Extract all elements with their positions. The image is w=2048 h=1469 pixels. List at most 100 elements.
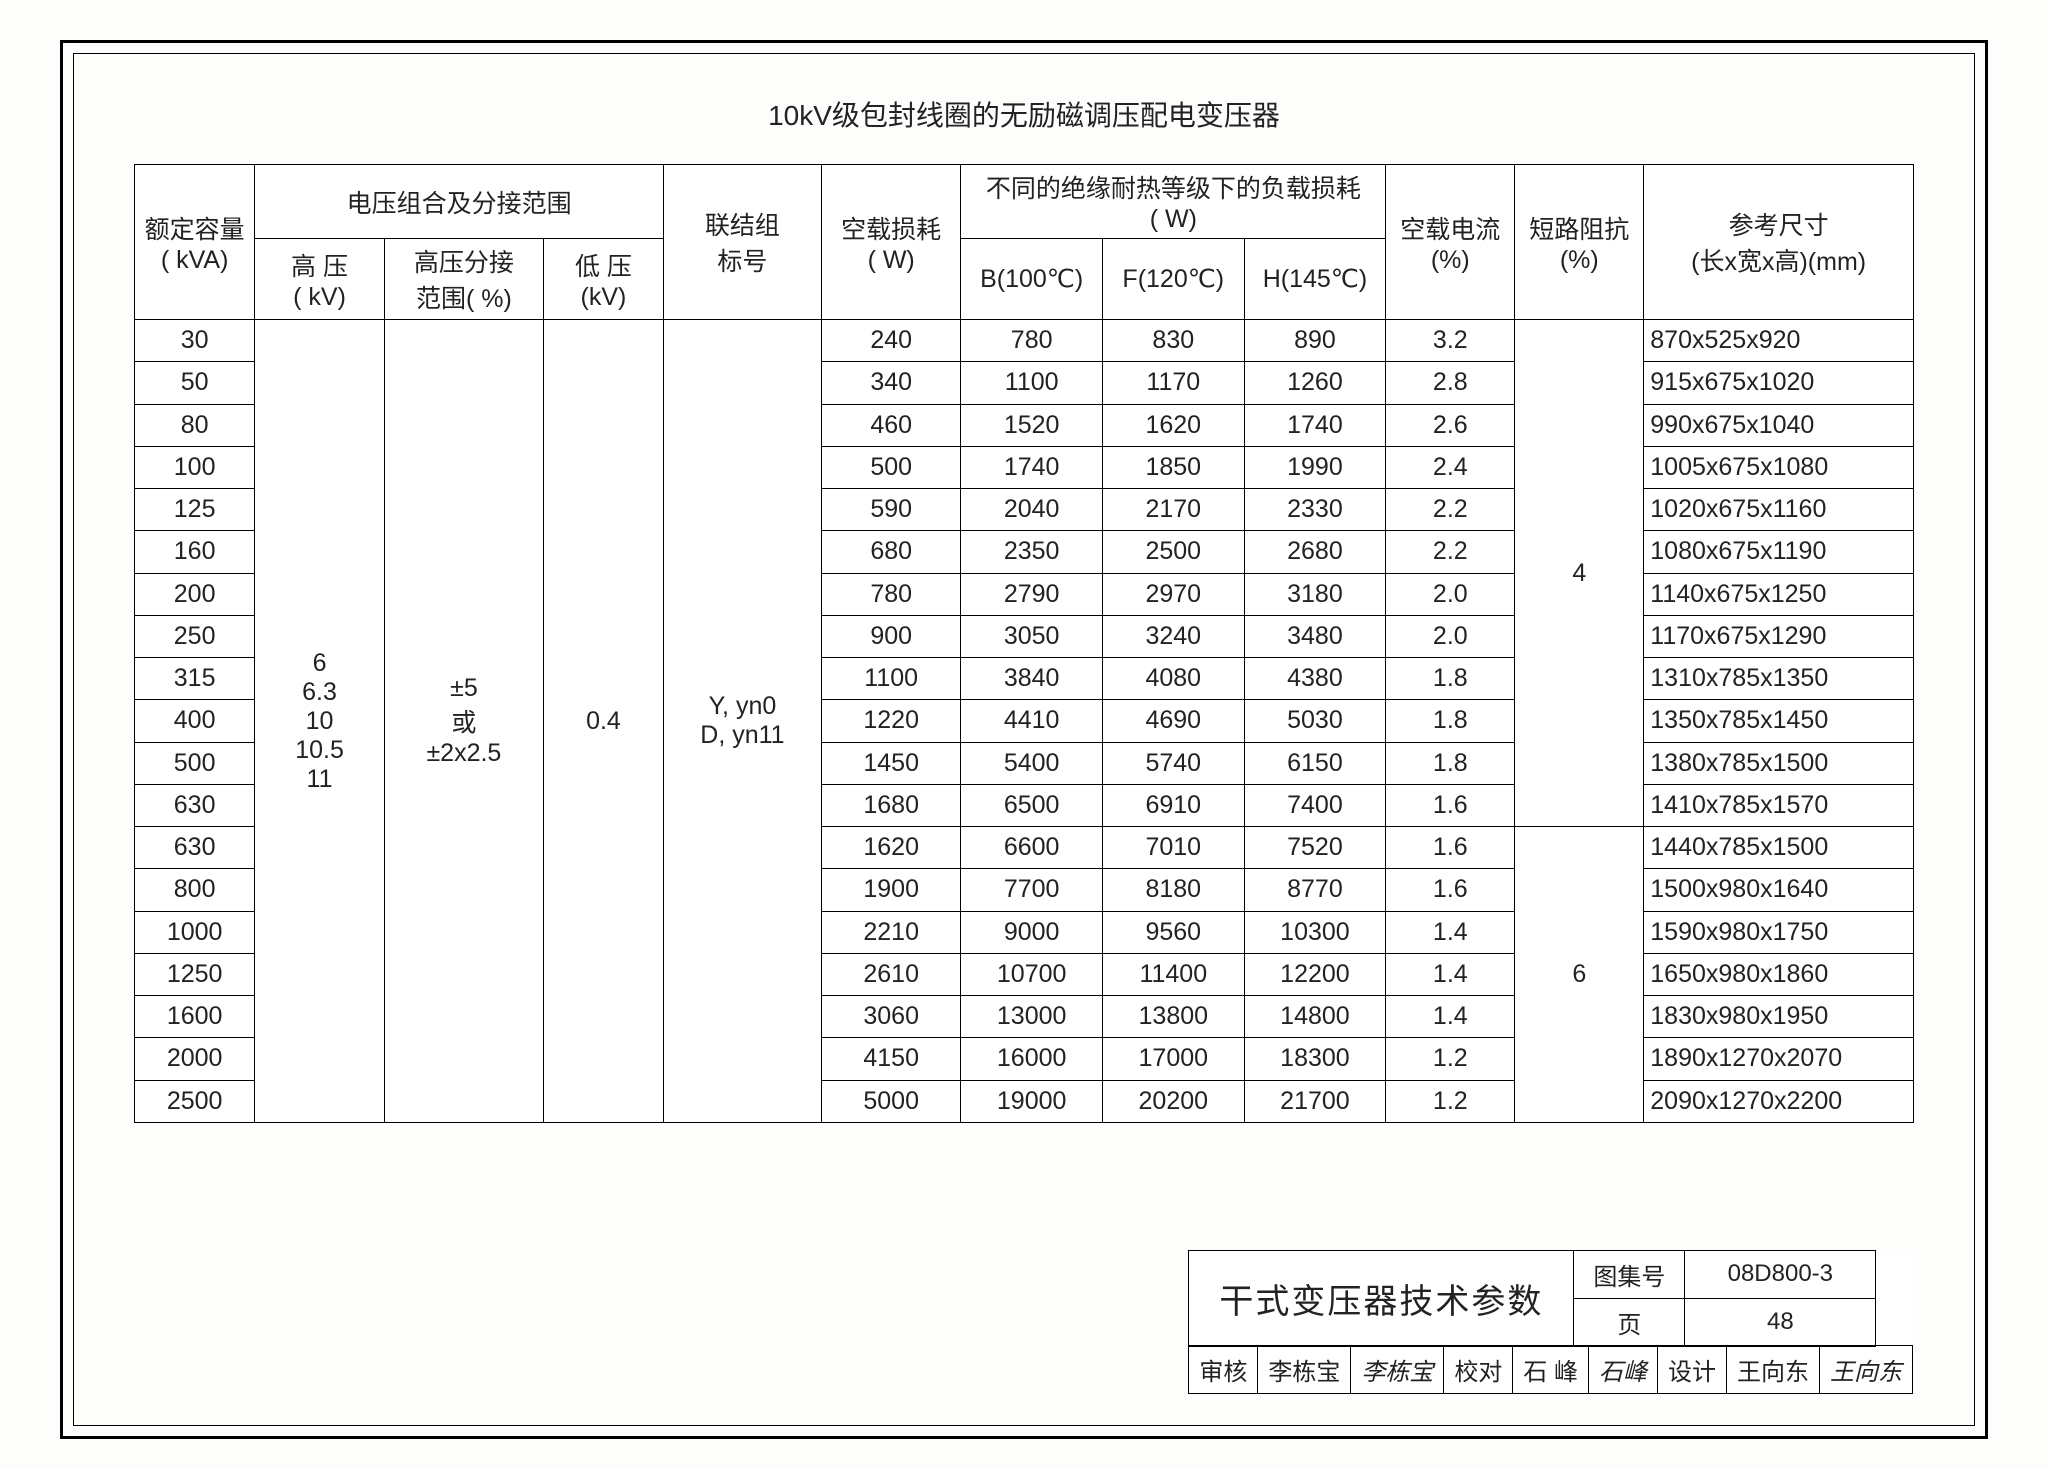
th-loadloss-group: 不同的绝缘耐热等级下的负载损耗( W): [961, 165, 1386, 239]
table-cell: 1500x980x1640: [1644, 869, 1914, 911]
th-kva: 额定容量( kVA): [135, 165, 255, 320]
table-cell: 1.8: [1386, 700, 1515, 742]
th-io: 空载电流(%): [1386, 165, 1515, 320]
th-conn: 联结组标号: [663, 165, 821, 320]
tb-page-label: 页: [1574, 1298, 1685, 1346]
table-cell: 1.6: [1386, 784, 1515, 826]
tb-main-title: 干式变压器技术参数: [1189, 1250, 1574, 1346]
table-cell: 1.4: [1386, 911, 1515, 953]
table-cell: 990x675x1040: [1644, 404, 1914, 446]
table-cell: 6500: [961, 784, 1103, 826]
title-block: 干式变压器技术参数 图集号 08D800-3 页 48 审核 李栋宝 李栋宝 校…: [1188, 1250, 1913, 1395]
spec-table: 额定容量( kVA) 电压组合及分接范围 联结组标号 空载损耗( W) 不同的绝…: [134, 164, 1914, 1042]
th-noload: 空载损耗( W): [822, 165, 961, 320]
table-cell: 800: [135, 869, 255, 911]
table-cell: 18300: [1244, 1038, 1386, 1080]
table-cell: 870x525x920: [1644, 320, 1914, 362]
table-cell: 1990: [1244, 446, 1386, 488]
table-cell: 500: [822, 446, 961, 488]
tb-review-label: 审核: [1189, 1346, 1258, 1394]
table-cell: 1850: [1102, 446, 1244, 488]
table-cell: 2.2: [1386, 531, 1515, 573]
table-body: 3066.31010.511±5或±2x2.50.4Y, yn0D, yn112…: [135, 320, 1914, 1123]
table-cell: 1650x980x1860: [1644, 953, 1914, 995]
table-cell: 1890x1270x2070: [1644, 1038, 1914, 1080]
table-cell: 2210: [822, 911, 961, 953]
table-cell: 1410x785x1570: [1644, 784, 1914, 826]
table-cell: 8770: [1244, 869, 1386, 911]
table-cell: 19000: [961, 1080, 1103, 1123]
table-cell: 100: [135, 446, 255, 488]
table-cell: 5000: [822, 1080, 961, 1123]
table-cell: 10300: [1244, 911, 1386, 953]
table-cell: 9000: [961, 911, 1103, 953]
table-cell: 6150: [1244, 742, 1386, 784]
table-cell: 7520: [1244, 827, 1386, 869]
table-cell: 1.8: [1386, 742, 1515, 784]
th-zk: 短路阻抗(%): [1515, 165, 1644, 320]
table-cell: 4410: [961, 700, 1103, 742]
th-h: H(145℃): [1244, 239, 1386, 320]
table-cell: 3180: [1244, 573, 1386, 615]
table-cell: 780: [822, 573, 961, 615]
table-cell: 1140x675x1250: [1644, 573, 1914, 615]
table-cell: 1830x980x1950: [1644, 996, 1914, 1038]
tb-design-label: 设计: [1658, 1346, 1727, 1394]
table-cell: 2.8: [1386, 362, 1515, 404]
table-cell: 4: [1515, 320, 1644, 827]
table-cell: 66.31010.511: [255, 320, 384, 1123]
table-cell: 2040: [961, 489, 1103, 531]
table-cell: 3240: [1102, 615, 1244, 657]
table-cell: 1005x675x1080: [1644, 446, 1914, 488]
table-cell: 1620: [822, 827, 961, 869]
tb-check-name: 石 峰: [1513, 1346, 1589, 1394]
table-cell: 1520: [961, 404, 1103, 446]
tb-page-no: 48: [1685, 1298, 1876, 1346]
table-cell: 1740: [961, 446, 1103, 488]
table-cell: Y, yn0D, yn11: [663, 320, 821, 1123]
table-cell: 7400: [1244, 784, 1386, 826]
table-cell: 11400: [1102, 953, 1244, 995]
tb-review-name: 李栋宝: [1258, 1346, 1351, 1394]
tb-review-sig: 李栋宝: [1351, 1346, 1444, 1394]
table-cell: 1590x980x1750: [1644, 911, 1914, 953]
table-cell: 10700: [961, 953, 1103, 995]
table-cell: 830: [1102, 320, 1244, 362]
table-cell: 240: [822, 320, 961, 362]
table-cell: 1620: [1102, 404, 1244, 446]
table-cell: 2000: [135, 1038, 255, 1080]
tb-check-label: 校对: [1444, 1346, 1513, 1394]
th-volt-group: 电压组合及分接范围: [255, 165, 664, 239]
table-cell: 16000: [961, 1038, 1103, 1080]
table-cell: 1100: [961, 362, 1103, 404]
table-cell: ±5或±2x2.5: [384, 320, 543, 1123]
table-cell: 1170: [1102, 362, 1244, 404]
tb-atlas-label: 图集号: [1574, 1250, 1685, 1298]
table-cell: 1170x675x1290: [1644, 615, 1914, 657]
table-cell: 1600: [135, 996, 255, 1038]
table-cell: 160: [135, 531, 255, 573]
th-tap: 高压分接范围( %): [384, 239, 543, 320]
table-cell: 1350x785x1450: [1644, 700, 1914, 742]
table-cell: 1.8: [1386, 658, 1515, 700]
table-cell: 9560: [1102, 911, 1244, 953]
table-cell: 315: [135, 658, 255, 700]
table-cell: 2330: [1244, 489, 1386, 531]
th-lv: 低 压(kV): [544, 239, 664, 320]
table-cell: 5030: [1244, 700, 1386, 742]
table-cell: 3840: [961, 658, 1103, 700]
table-cell: 200: [135, 573, 255, 615]
table-cell: 2680: [1244, 531, 1386, 573]
table-cell: 3050: [961, 615, 1103, 657]
table-cell: 2790: [961, 573, 1103, 615]
tb-atlas-no: 08D800-3: [1685, 1250, 1876, 1298]
table-cell: 50: [135, 362, 255, 404]
tb-check-sig: 石峰: [1589, 1346, 1658, 1394]
table-cell: 3480: [1244, 615, 1386, 657]
table-cell: 1.6: [1386, 869, 1515, 911]
table-cell: 1740: [1244, 404, 1386, 446]
table-cell: 1100: [822, 658, 961, 700]
table-cell: 1440x785x1500: [1644, 827, 1914, 869]
table-row: 3066.31010.511±5或±2x2.50.4Y, yn0D, yn112…: [135, 320, 1914, 362]
table-cell: 500: [135, 742, 255, 784]
